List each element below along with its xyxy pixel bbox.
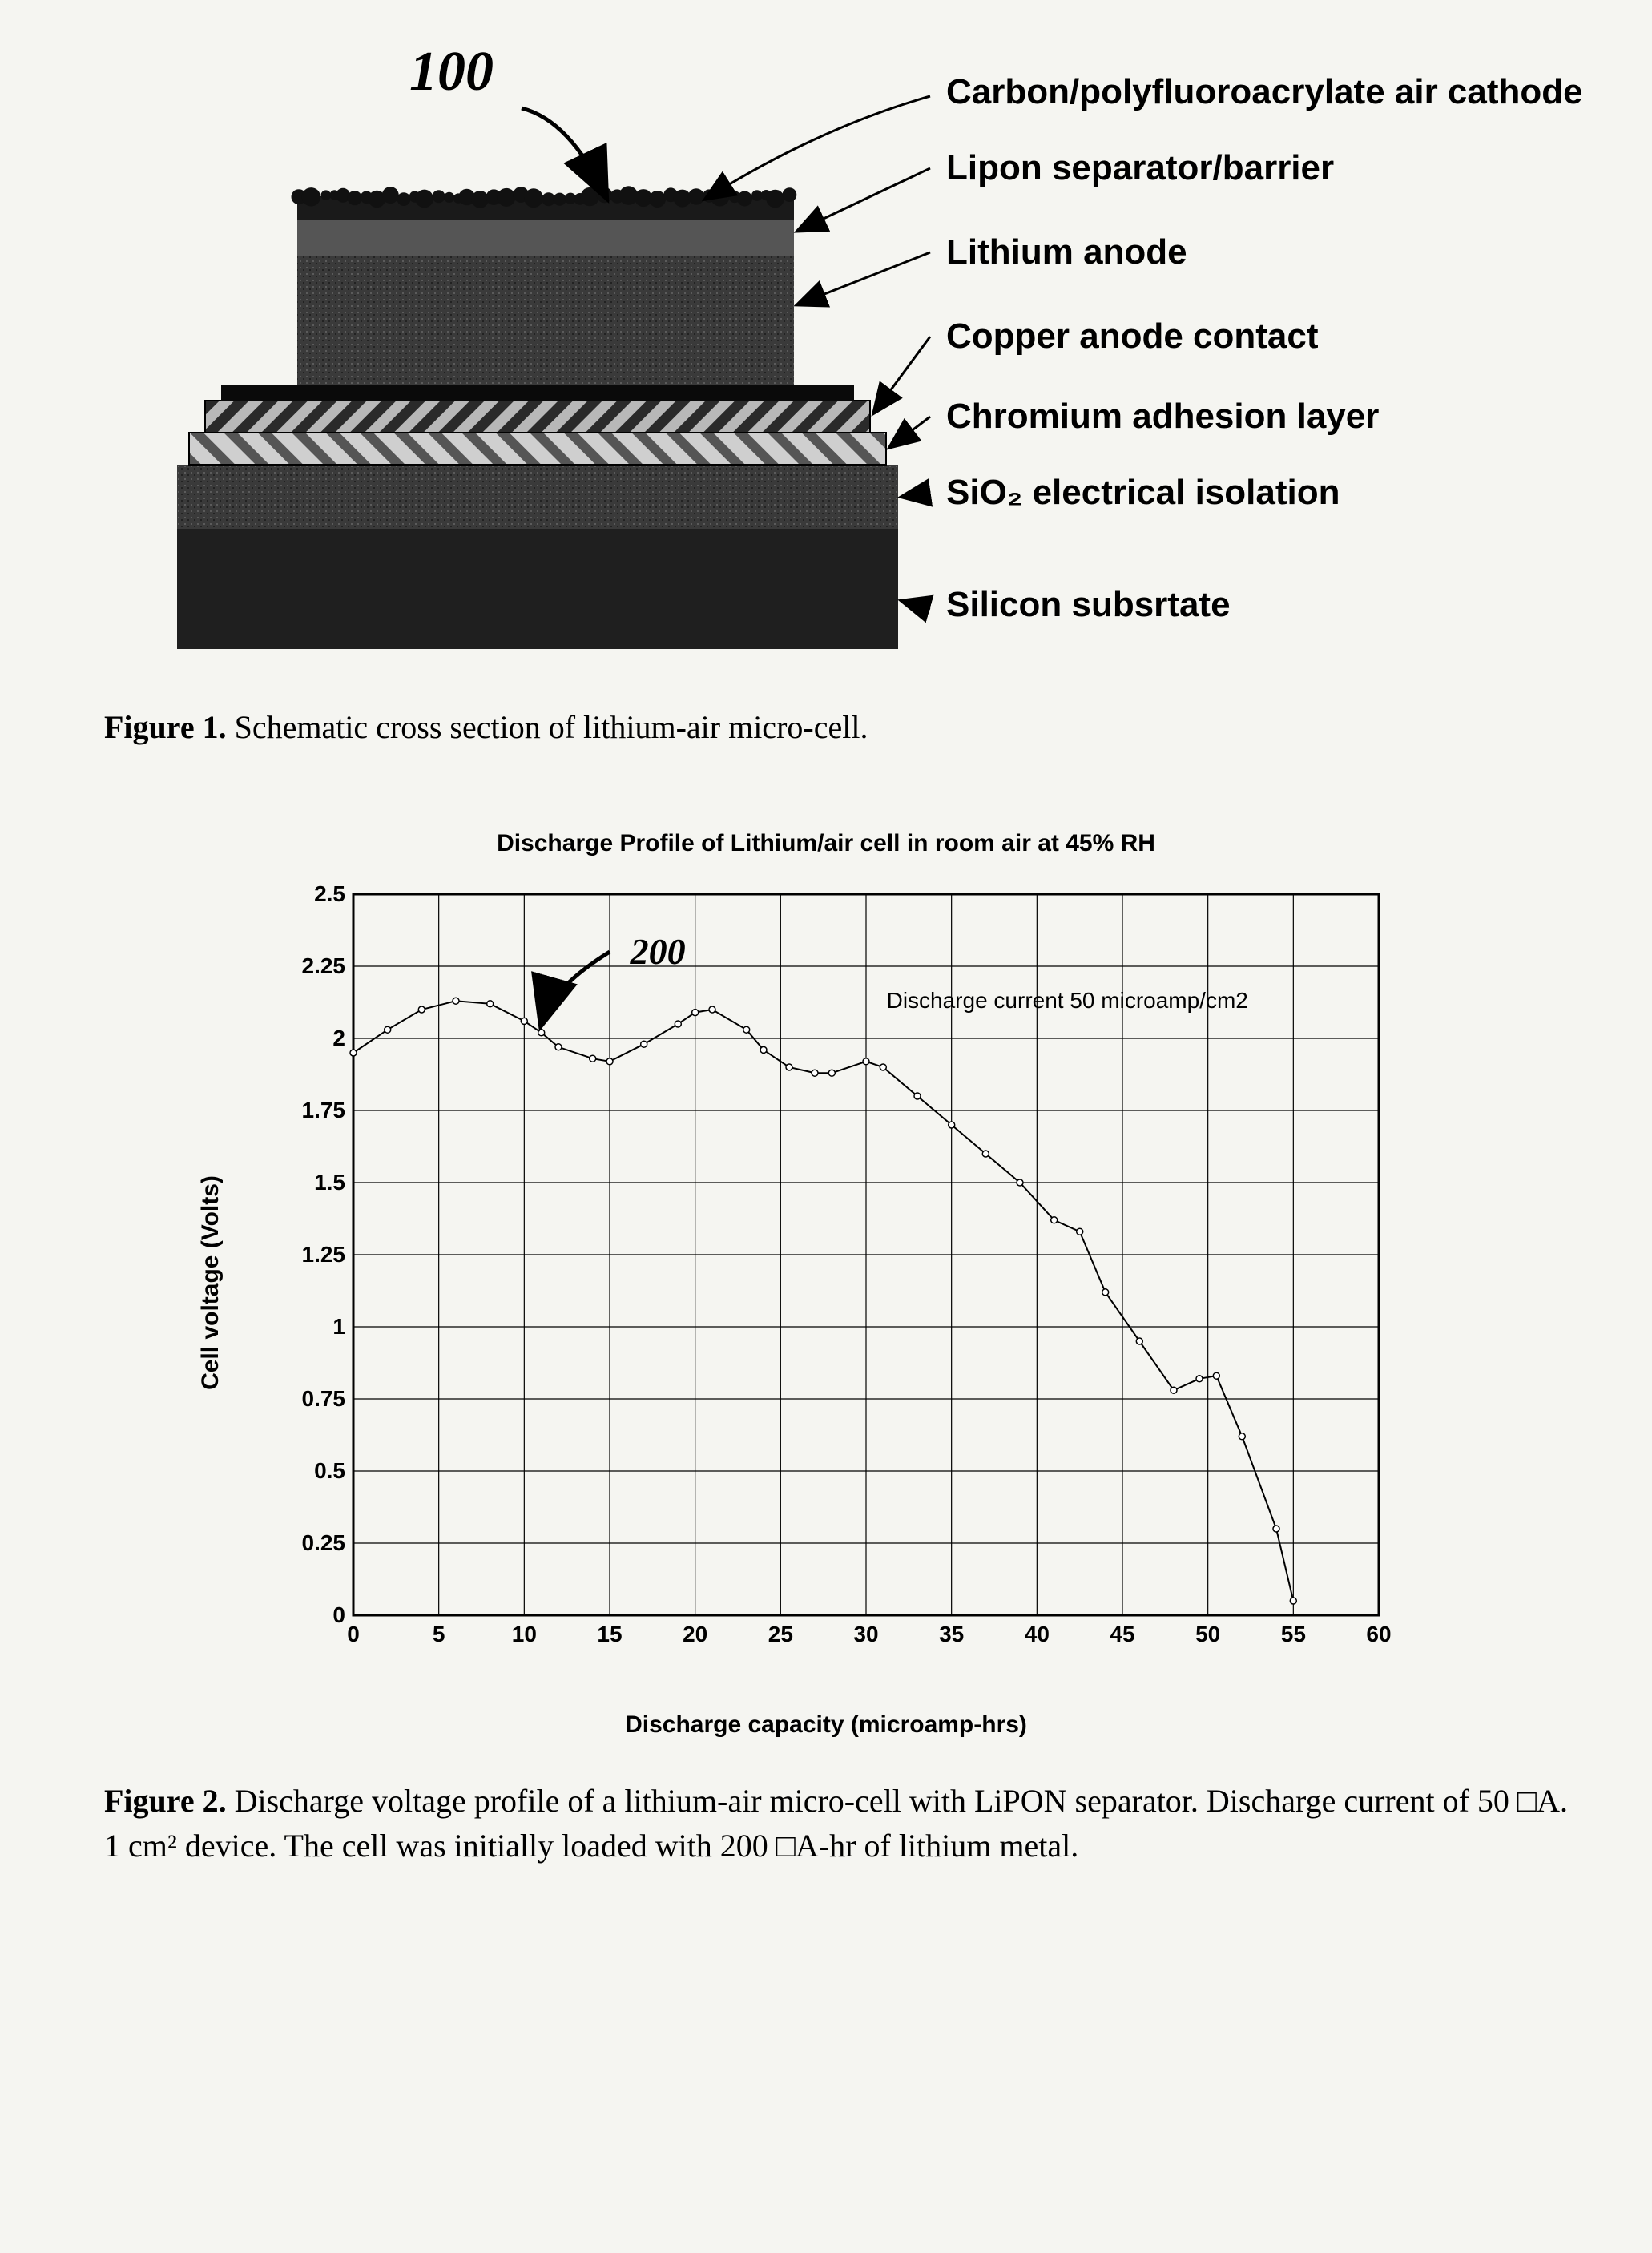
layer-silicon <box>177 529 898 649</box>
ytick: 0.75 <box>302 1386 346 1412</box>
figure1-caption-text: Schematic cross section of lithium-air m… <box>227 709 868 745</box>
figure1-caption-bold: Figure 1. <box>104 709 227 745</box>
ytick: 0.25 <box>302 1530 346 1556</box>
ytick: 1.5 <box>314 1170 345 1195</box>
ytick: 0 <box>332 1602 345 1628</box>
ytick: 2.25 <box>302 953 346 979</box>
ytick: 1 <box>332 1314 345 1340</box>
figure1-caption: Figure 1. Schematic cross section of lit… <box>104 705 1572 750</box>
layer-copper <box>205 401 870 433</box>
figure2-caption-bold: Figure 2. <box>104 1783 227 1819</box>
xtick: 10 <box>512 1622 537 1647</box>
chart-annotation: Discharge current 50 microamp/cm2 <box>887 988 1248 1014</box>
ytick: 1.75 <box>302 1098 346 1123</box>
chart-title: Discharge Profile of Lithium/air cell in… <box>225 830 1427 857</box>
xtick: 45 <box>1110 1622 1134 1647</box>
layer-lipon <box>297 216 794 256</box>
handwritten-200: 200 <box>631 930 686 973</box>
xtick: 35 <box>939 1622 964 1647</box>
label-silicon: Silicon subsrtate <box>946 585 1231 625</box>
layer-chromium <box>189 433 886 465</box>
label-lipon: Lipon separator/barrier <box>946 148 1334 188</box>
ytick: 1.25 <box>302 1242 346 1268</box>
schematic-svg <box>145 48 1507 673</box>
figure1-schematic: Carbon/polyfluoroacrylate air cathode Li… <box>145 48 1507 673</box>
xtick: 50 <box>1195 1622 1220 1647</box>
xtick: 55 <box>1281 1622 1306 1647</box>
xtick: 5 <box>433 1622 445 1647</box>
xtick: 60 <box>1366 1622 1391 1647</box>
xtick: 25 <box>768 1622 793 1647</box>
figure2-caption: Figure 2. Discharge voltage profile of a… <box>104 1779 1572 1868</box>
xtick: 40 <box>1025 1622 1050 1647</box>
ytick: 2.5 <box>314 881 345 907</box>
handwritten-100: 100 <box>409 40 494 104</box>
chart-area: 0 5 10 15 20 25 30 35 40 45 50 55 60 0 0.25 0.5 0.75 1 1.2… <box>225 862 1427 1703</box>
handwritten-arrow-100 <box>522 108 606 196</box>
figure2-chart-wrap: Discharge Profile of Lithium/air cell in… <box>225 830 1427 1739</box>
label-cathode: Carbon/polyfluoroacrylate air cathode <box>946 72 1583 112</box>
ytick: 0.5 <box>314 1458 345 1484</box>
chart-ylabel: Cell voltage (Volts) <box>197 1175 224 1390</box>
xtick: 15 <box>597 1622 622 1647</box>
label-copper: Copper anode contact <box>946 316 1319 357</box>
label-chromium: Chromium adhesion layer <box>946 397 1379 437</box>
xtick: 20 <box>683 1622 707 1647</box>
plot-box: 05101520253035404550556000.250.50.7511.2… <box>353 894 1379 1615</box>
ytick: 2 <box>332 1026 345 1051</box>
layer-sio2 <box>177 465 898 529</box>
chart-xlabel: Discharge capacity (microamp-hrs) <box>225 1711 1427 1739</box>
layer-copper-top <box>221 385 854 401</box>
page: Carbon/polyfluoroacrylate air cathode Li… <box>80 48 1572 1868</box>
figure2-caption-text: Discharge voltage profile of a lithium-a… <box>104 1783 1568 1864</box>
label-sio2: SiO₂ electrical isolation <box>946 473 1340 513</box>
label-lithium: Lithium anode <box>946 232 1187 272</box>
xtick: 30 <box>853 1622 878 1647</box>
layer-lithium <box>297 256 794 385</box>
xtick: 0 <box>347 1622 360 1647</box>
